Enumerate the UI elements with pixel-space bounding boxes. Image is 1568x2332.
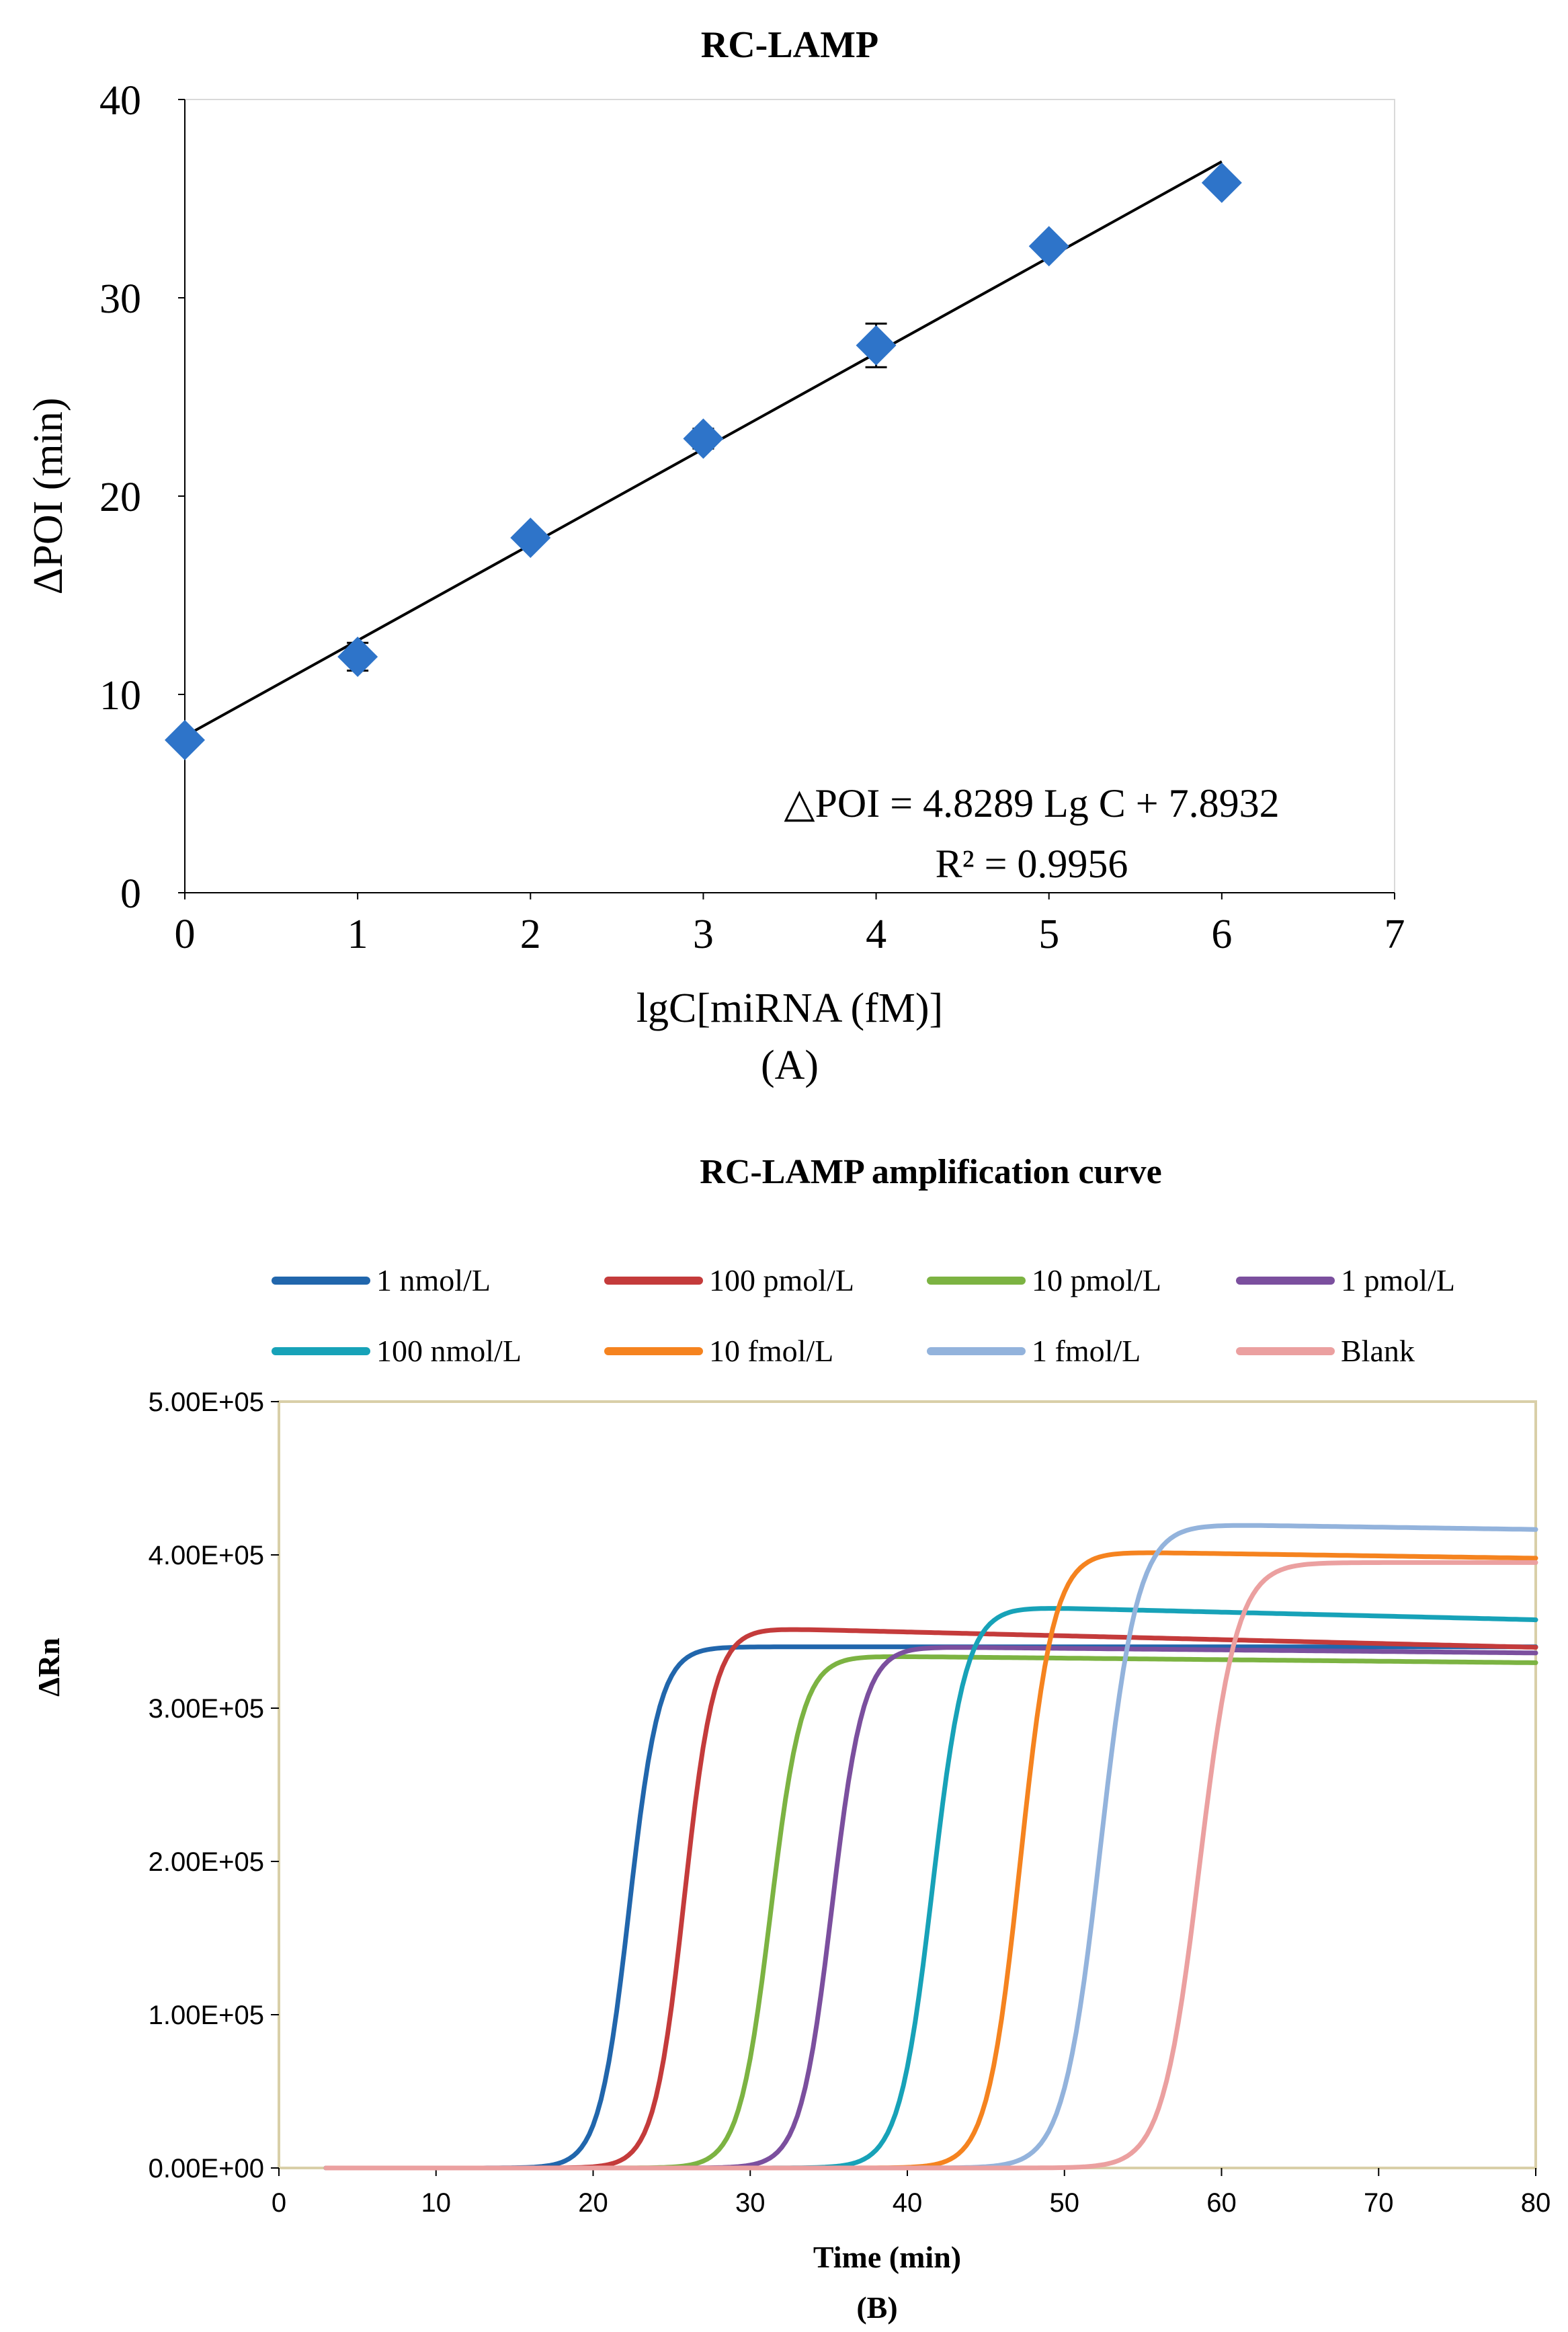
panel-a-data-point [510, 517, 551, 558]
panel-b-y-tick-label: 5.00E+05 [149, 1388, 264, 1417]
panel-b-y-tick-label: 4.00E+05 [149, 1541, 264, 1570]
panel-b-y-axis-label: ΔRn [32, 1638, 66, 1697]
panel-b-series-line [323, 1560, 1538, 2171]
panel-a-y-tick-labels: 0 10 20 30 40 [99, 78, 141, 917]
panel-a-data-point [683, 418, 724, 459]
panel-a-axes [178, 99, 1395, 899]
panel-b-plot-frame [278, 1400, 1537, 2169]
panel-b-legend-label: 1 nmol/L [376, 1263, 491, 1297]
panel-a-data-point [1028, 226, 1069, 267]
panel-a-x-tick-label: 7 [1385, 912, 1405, 957]
panel-b-legend-label: 1 fmol/L [1032, 1334, 1141, 1368]
panel-b-legend-label: 1 pmol/L [1341, 1263, 1455, 1297]
panel-a-title: RC-LAMP [701, 24, 878, 66]
panel-a-data-point [856, 325, 897, 366]
panel-a-data-point [1201, 162, 1242, 203]
panel-a-y-axis-label: ΔPOI (min) [26, 397, 71, 594]
panel-b-legend-label: 10 fmol/L [709, 1334, 833, 1368]
panel-b-y-tick-labels: 0.00E+00 1.00E+05 2.00E+05 3.00E+05 4.00E+05… [149, 1388, 264, 2183]
panel-b-x-tick-label: 20 [578, 2188, 608, 2218]
panel-b-x-tick-label: 40 [893, 2188, 923, 2218]
panel-b-x-tick-label: 10 [421, 2188, 452, 2218]
panel-b-x-axis-label: Time (min) [813, 2240, 961, 2274]
panel-b-x-tick-labels: 0 10 20 30 40 50 60 70 80 [272, 2188, 1551, 2218]
panel-b-x-tick-label: 30 [735, 2188, 766, 2218]
panel-a-x-tick-label: 5 [1038, 912, 1059, 957]
panel-b-x-tick-label: 70 [1364, 2188, 1394, 2218]
panel-b-x-tick-label: 50 [1050, 2188, 1080, 2218]
panel-b-legend-label: Blank [1341, 1334, 1415, 1368]
panel-a-y-tick-label: 0 [120, 871, 141, 917]
panel-a-y-tick-label: 20 [99, 475, 141, 520]
panel-a-x-axis-label: lgC[miRNA (fM)] [636, 986, 943, 1031]
panel-a-caption: (A) [761, 1043, 819, 1088]
panel-a-plot-frame [184, 99, 1395, 893]
panel-b: RC-LAMP amplification curve 1 nmol/L 100 … [32, 1153, 1551, 2325]
panel-b-y-tick-label: 1.00E+05 [149, 2001, 264, 2030]
panel-a: RC-LAMP 0 1 2 3 4 5 6 7 0 10 20 30 40 △POI = 4.8289… [26, 24, 1405, 1088]
panel-b-legend-label: 100 pmol/L [709, 1263, 854, 1297]
panel-b-x-tick-label: 0 [272, 2188, 286, 2218]
panel-a-x-tick-label: 1 [347, 912, 368, 957]
panel-b-legend: 1 nmol/L 100 pmol/L 10 pmol/L 1 pmol/L 100 n… [272, 1263, 1455, 1368]
panel-a-x-tick-label: 3 [693, 912, 714, 957]
panel-a-r-squared: R² = 0.9956 [936, 842, 1128, 886]
panel-b-series-lines [323, 1523, 1538, 2171]
panel-b-y-tick-label: 2.00E+05 [149, 1847, 264, 1877]
panel-b-legend-label: 10 pmol/L [1032, 1263, 1161, 1297]
panel-b-y-tick-label: 0.00E+00 [149, 2154, 264, 2183]
panel-a-x-tick-label: 4 [866, 912, 886, 957]
panel-a-y-tick-label: 10 [99, 673, 141, 719]
panel-a-y-tick-label: 40 [99, 78, 141, 124]
panel-a-y-tick-label: 30 [99, 276, 141, 322]
panel-a-x-tick-labels: 0 1 2 3 4 5 6 7 [175, 912, 1405, 957]
panel-b-x-tick-label: 80 [1521, 2188, 1551, 2218]
panel-b-legend-label: 100 nmol/L [376, 1334, 522, 1368]
panel-a-x-tick-label: 0 [175, 912, 196, 957]
panel-b-x-tick-label: 60 [1206, 2188, 1237, 2218]
panel-a-x-tick-label: 2 [520, 912, 541, 957]
panel-a-data-point [165, 719, 205, 760]
panel-a-data-point [337, 636, 378, 677]
panel-a-equation: △POI = 4.8289 Lg C + 7.8932 [784, 781, 1279, 826]
panel-b-caption: (B) [856, 2290, 897, 2325]
panel-b-y-tick-label: 3.00E+05 [149, 1694, 264, 1724]
panel-a-points [165, 162, 1242, 760]
panel-b-title: RC-LAMP amplification curve [700, 1153, 1161, 1191]
panel-a-x-tick-label: 6 [1211, 912, 1232, 957]
